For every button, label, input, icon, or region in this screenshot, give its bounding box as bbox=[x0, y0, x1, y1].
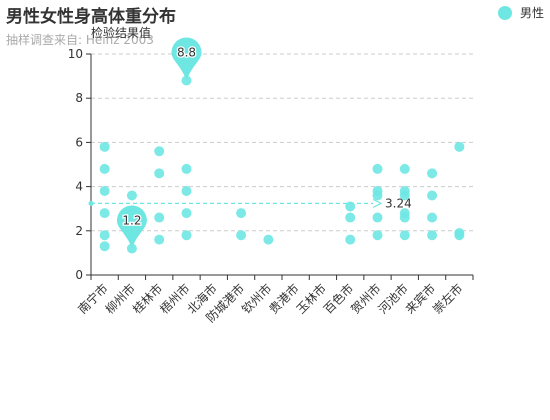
data-point bbox=[154, 168, 165, 179]
data-point bbox=[345, 201, 356, 212]
data-point bbox=[372, 163, 383, 174]
x-tick-label: 柳州市 bbox=[102, 281, 138, 317]
data-point bbox=[236, 208, 247, 219]
data-point bbox=[427, 212, 438, 223]
data-point bbox=[154, 212, 165, 223]
x-tick-label: 玉林市 bbox=[293, 281, 329, 317]
x-tick-label: 钦州市 bbox=[238, 281, 274, 317]
y-tick-label: 10 bbox=[68, 47, 83, 61]
x-tick-label: 桂林市 bbox=[129, 281, 165, 317]
x-tick-label: 来宾市 bbox=[402, 281, 438, 317]
x-tick-label: 河池市 bbox=[375, 281, 411, 317]
x-tick-label: 百色市 bbox=[320, 281, 356, 317]
data-point bbox=[181, 230, 192, 241]
y-tick-label: 8 bbox=[75, 91, 83, 105]
x-tick-label: 南宁市 bbox=[75, 281, 111, 317]
chart-subtitle: 抽样调查来自: Heinz 2003 bbox=[6, 33, 154, 47]
data-point bbox=[99, 163, 110, 174]
data-point bbox=[399, 163, 410, 174]
legend[interactable]: 男性 bbox=[497, 4, 544, 21]
data-point bbox=[372, 212, 383, 223]
data-point bbox=[427, 230, 438, 241]
data-point bbox=[345, 212, 356, 223]
data-point bbox=[154, 146, 165, 157]
data-point bbox=[181, 186, 192, 197]
data-point bbox=[399, 212, 410, 223]
data-point bbox=[427, 190, 438, 201]
data-point bbox=[345, 234, 356, 245]
data-point bbox=[181, 163, 192, 174]
data-point bbox=[154, 234, 165, 245]
average-mark-line-arrow bbox=[372, 198, 383, 208]
data-point bbox=[126, 190, 137, 201]
data-point bbox=[454, 141, 465, 152]
mark-pin bbox=[171, 37, 202, 81]
x-tick-label: 贺州市 bbox=[348, 281, 384, 317]
y-tick-label: 2 bbox=[75, 224, 83, 238]
data-point bbox=[99, 241, 110, 252]
data-point bbox=[99, 186, 110, 197]
y-tick-label: 6 bbox=[75, 135, 83, 149]
legend-marker-icon bbox=[497, 5, 512, 20]
x-tick-label: 崇左市 bbox=[429, 281, 465, 317]
chart-title: 男性女性身高体重分布 bbox=[6, 7, 176, 27]
average-mark-line-start bbox=[88, 200, 94, 206]
y-axis-label: 检验结果值 bbox=[91, 25, 151, 40]
mark-pin bbox=[116, 205, 147, 249]
data-point bbox=[181, 208, 192, 219]
data-point bbox=[372, 190, 383, 201]
data-point bbox=[99, 208, 110, 219]
data-point bbox=[236, 230, 247, 241]
data-point bbox=[427, 168, 438, 179]
data-point bbox=[454, 230, 465, 241]
mark-pin-label: 8.8 bbox=[177, 46, 196, 60]
data-point bbox=[372, 230, 383, 241]
data-point bbox=[99, 141, 110, 152]
legend-label: 男性 bbox=[519, 6, 544, 20]
x-tick-label: 梧州市 bbox=[157, 281, 193, 317]
mark-pin-label: 1.2 bbox=[122, 213, 141, 227]
data-point bbox=[399, 190, 410, 201]
data-point bbox=[399, 230, 410, 241]
y-tick-label: 0 bbox=[75, 268, 83, 282]
x-tick-label: 贵港市 bbox=[266, 281, 302, 317]
data-point bbox=[99, 230, 110, 241]
y-tick-label: 4 bbox=[75, 180, 83, 194]
data-point bbox=[263, 234, 274, 245]
